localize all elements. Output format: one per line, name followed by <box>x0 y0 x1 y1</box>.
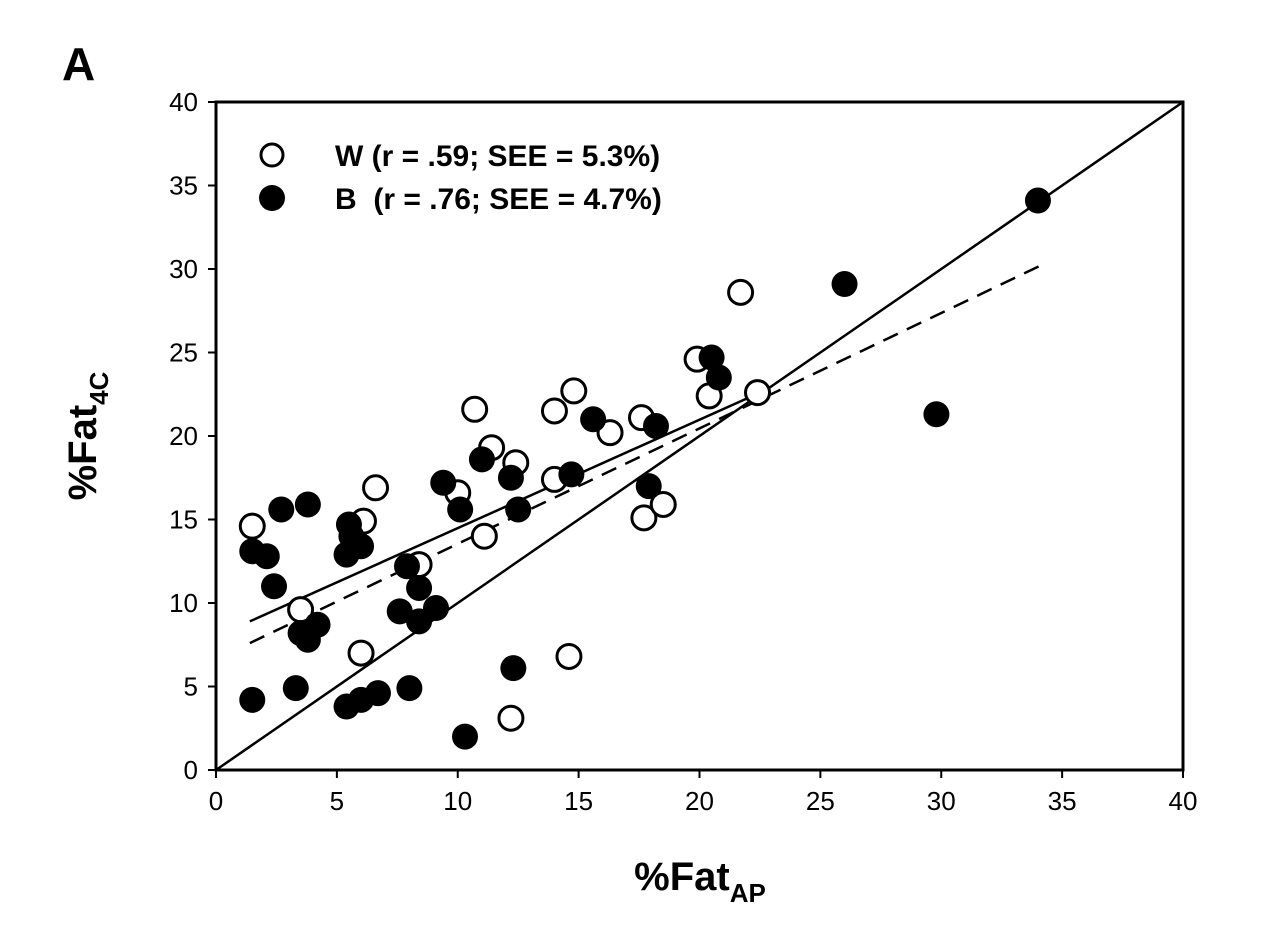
y-tick-label: 40 <box>169 87 198 117</box>
b-data-point <box>239 686 266 713</box>
y-tick-label: 10 <box>169 588 198 618</box>
w-data-point <box>470 522 498 550</box>
fit-lines <box>215 100 1184 772</box>
b-data-point <box>580 406 607 433</box>
w-data-point <box>555 642 583 670</box>
b-data-point <box>393 553 420 580</box>
b-data-point <box>406 574 433 601</box>
w-data-point <box>238 512 266 540</box>
legend-marker-w <box>259 142 285 168</box>
b-data-point <box>422 595 449 622</box>
b-data-point <box>447 496 474 523</box>
w-data-point <box>596 419 624 447</box>
b-data-point <box>253 543 280 570</box>
w-data-point <box>540 397 568 425</box>
b-data-point <box>923 401 950 428</box>
b-data-point <box>831 271 858 298</box>
b-data-point <box>304 611 331 638</box>
w-data-point <box>347 639 375 667</box>
w-data-point <box>649 490 677 518</box>
b-data-point <box>386 598 413 625</box>
b-data-point <box>338 523 365 550</box>
legend-marker-b <box>259 185 285 211</box>
legend: W (r = .59; SEE = 5.3%) B (r = .76; SEE … <box>259 140 662 216</box>
y-tick-label: 5 <box>184 672 198 702</box>
y-tick-label: 35 <box>169 171 198 201</box>
w-data-point <box>560 377 588 405</box>
x-tick-label: 40 <box>1169 786 1198 816</box>
x-tick-label: 30 <box>927 786 956 816</box>
panel-label: A <box>62 38 95 90</box>
y-tick-label: 20 <box>169 421 198 451</box>
b-data-point <box>261 573 288 600</box>
legend-label-w: W (r = .59; SEE = 5.3%) <box>335 140 660 173</box>
w-data-point <box>727 278 755 306</box>
b-data-point <box>430 469 457 496</box>
b-data-point <box>396 675 423 702</box>
x-tick-label: 0 <box>209 786 223 816</box>
y-tick-label: 15 <box>169 505 198 535</box>
b-data-point <box>635 473 662 500</box>
b-data-point <box>505 496 532 523</box>
b-data-point <box>698 344 725 371</box>
b-data-point <box>642 412 669 439</box>
data-points <box>238 187 1051 750</box>
x-axis-label: %FatAP <box>634 855 766 908</box>
w-regression-line <box>249 391 761 623</box>
b-data-point <box>705 364 732 391</box>
w-data-point <box>461 395 489 423</box>
w-data-point <box>497 704 525 732</box>
y-tick-label: 0 <box>184 755 198 785</box>
x-tick-label: 15 <box>564 786 593 816</box>
w-data-point <box>744 379 772 407</box>
y-axis-label: %Fat4C <box>61 371 114 500</box>
b-data-point <box>268 496 295 523</box>
w-data-point <box>362 474 390 502</box>
legend-label-b: B (r = .76; SEE = 4.7%) <box>335 183 662 216</box>
identity-line <box>215 100 1184 772</box>
b-data-point <box>558 461 585 488</box>
b-data-point <box>294 491 321 518</box>
x-tick-label: 10 <box>443 786 472 816</box>
b-data-point <box>1024 187 1051 214</box>
x-tick-label: 25 <box>806 786 835 816</box>
x-axis-ticks: 0 5 10 15 20 25 30 35 40 <box>209 770 1198 816</box>
b-data-point <box>468 446 495 473</box>
y-tick-label: 25 <box>169 338 198 368</box>
y-tick-label: 30 <box>169 254 198 284</box>
b-data-point <box>497 464 524 491</box>
x-tick-label: 35 <box>1048 786 1077 816</box>
y-axis-ticks: 0 5 10 15 20 25 30 35 40 <box>169 87 216 785</box>
w-data-point <box>630 504 658 532</box>
b-data-point <box>282 675 309 702</box>
b-data-point <box>452 723 479 750</box>
b-data-point <box>364 680 391 707</box>
b-regression-line <box>249 264 1041 645</box>
x-tick-label: 5 <box>330 786 344 816</box>
x-tick-label: 20 <box>685 786 714 816</box>
b-data-point <box>500 655 527 682</box>
